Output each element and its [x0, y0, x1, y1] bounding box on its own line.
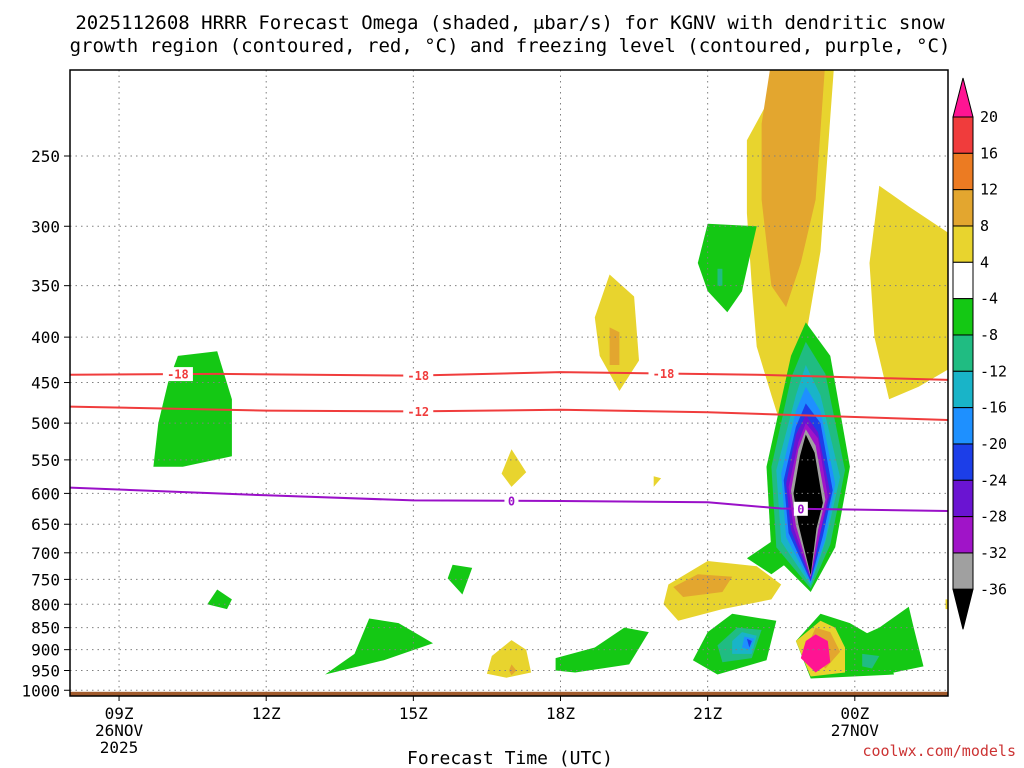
- colorbar-label--16: -16: [980, 399, 1007, 417]
- x-tick-label-15Z: 15Z: [399, 704, 428, 723]
- contour-line-2: [70, 486, 948, 512]
- omega-shaded-regions: [153, 70, 948, 679]
- y-tick-label-950: 950: [31, 661, 60, 680]
- contour-label-1-0: -12: [407, 405, 429, 419]
- colorbar-label--36: -36: [980, 580, 1007, 598]
- colorbar-bottom-arrow: [952, 588, 974, 630]
- x-tick-year-09Z: 2025: [100, 738, 139, 757]
- omega-region-4: [869, 185, 948, 400]
- x-tick-label-09Z: 09Z: [105, 704, 134, 723]
- colorbar-swatch-5: [952, 261, 974, 300]
- colorbar-label-12: 12: [980, 181, 998, 199]
- chart-title-line-1: 2025112608 HRRR Forecast Omega (shaded, …: [75, 12, 945, 34]
- y-tick-label-700: 700: [31, 544, 60, 563]
- colorbar-label--8: -8: [980, 326, 998, 344]
- colorbar-label--32: -32: [980, 544, 1007, 562]
- contour-label-bg-0-1: [403, 368, 434, 383]
- colorbar-swatch-2: [952, 152, 974, 191]
- colorbar-label-16: 16: [980, 144, 998, 162]
- temperature-contours: -18 -18 -18 -12 0 0: [70, 366, 948, 516]
- contour-label-2-1: 0: [797, 502, 804, 516]
- contour-label-bg-2-0: [504, 493, 519, 508]
- y-tick-label-550: 550: [31, 451, 60, 470]
- omega-region-3: [717, 268, 723, 286]
- x-tick-date-00Z: 27NOV: [831, 721, 880, 740]
- contour-line-1: [70, 405, 948, 421]
- grid-lines: [70, 70, 948, 696]
- omega-region-12: [325, 618, 433, 675]
- colorbar-swatch-12: [952, 516, 974, 554]
- omega-region-13: [555, 627, 649, 673]
- y-tick-label-750: 750: [31, 570, 60, 589]
- chart-title-line-2: growth region (contoured, red, °C) and f…: [70, 35, 951, 57]
- omega-region-8: [653, 476, 662, 487]
- omega-region-17: [673, 574, 733, 597]
- y-tick-label-800: 800: [31, 595, 60, 614]
- x-tick-label-00Z: 00Z: [840, 704, 869, 723]
- colorbar-label-4: 4: [980, 253, 989, 271]
- omega-region-28: [746, 638, 752, 648]
- colorbar-swatch-11: [952, 479, 974, 518]
- colorbar-label--20: -20: [980, 435, 1007, 453]
- x-tick-label-18Z: 18Z: [546, 704, 575, 723]
- contour-label-bg-0-2: [648, 366, 679, 381]
- colorbar-swatch-6: [952, 298, 974, 336]
- plot-area: -18 -18 -18 -12 0 0: [70, 70, 948, 696]
- contour-label-0-2: -18: [653, 367, 675, 381]
- ground-surface-bar: [70, 691, 948, 696]
- omega-region-6: [609, 327, 620, 365]
- y-tick-label-450: 450: [31, 374, 60, 393]
- y-tick-label-350: 350: [31, 277, 60, 296]
- colorbar-swatch-8: [952, 370, 974, 409]
- contour-label-2-0: 0: [508, 494, 515, 508]
- omega-region-11: [447, 564, 473, 595]
- y-tick-label-250: 250: [31, 147, 60, 166]
- contour-label-bg-0-0: [162, 367, 193, 382]
- colorbar-swatch-7: [952, 334, 974, 372]
- colorbar-label--28: -28: [980, 508, 1007, 526]
- omega-region-2: [697, 223, 757, 313]
- colorbar-label-8: 8: [980, 217, 989, 235]
- omega-region-1: [761, 70, 825, 308]
- omega-region-14: [486, 640, 532, 678]
- omega-region-23: [800, 634, 831, 673]
- y-tick-label-300: 300: [31, 217, 60, 236]
- y-tick-label-1000: 1000: [21, 681, 60, 700]
- y-tick-label-400: 400: [31, 328, 60, 347]
- colorbar-label--4: -4: [980, 290, 998, 308]
- y-tick-label-500: 500: [31, 414, 60, 433]
- x-tick-date-09Z: 26NOV: [95, 721, 144, 740]
- credit-link[interactable]: coolwx.com/models: [862, 742, 1016, 760]
- colorbar-label--12: -12: [980, 362, 1007, 380]
- x-tick-label-12Z: 12Z: [252, 704, 281, 723]
- omega-region-15: [509, 664, 517, 676]
- x-tick-label-21Z: 21Z: [693, 704, 722, 723]
- colorbar-label-20: 20: [980, 108, 998, 126]
- omega-colorbar: 20 16 12 8 4 -4 -8 -12 -16 -20 -24 -28 -32 -36: [952, 77, 1007, 630]
- y-tick-label-600: 600: [31, 484, 60, 503]
- x-axis-label: Forecast Time (UTC): [407, 748, 613, 768]
- colorbar-swatch-3: [952, 189, 974, 227]
- y-tick-label-900: 900: [31, 641, 60, 660]
- colorbar-swatch-9: [952, 407, 974, 445]
- y-tick-label-650: 650: [31, 515, 60, 534]
- contour-label-bg-1-0: [403, 404, 434, 419]
- omega-region-30: [862, 653, 880, 669]
- omega-region-39: [793, 434, 823, 576]
- colorbar-swatch-13: [952, 552, 974, 590]
- colorbar-swatch-10: [952, 443, 974, 481]
- y-tick-label-850: 850: [31, 619, 60, 638]
- omega-region-7: [501, 449, 527, 487]
- colorbar-label--24: -24: [980, 471, 1007, 489]
- contour-label-0-1: -18: [407, 369, 429, 383]
- contour-label-bg-2-1: [793, 501, 808, 516]
- contour-label-0-0: -18: [167, 368, 189, 382]
- colorbar-swatch-1: [952, 116, 974, 154]
- colorbar-swatch-4: [952, 225, 974, 263]
- pressure-axis: 250 300 350 400 450 500 550 600 650 700 750 800 850 9…: [21, 147, 70, 700]
